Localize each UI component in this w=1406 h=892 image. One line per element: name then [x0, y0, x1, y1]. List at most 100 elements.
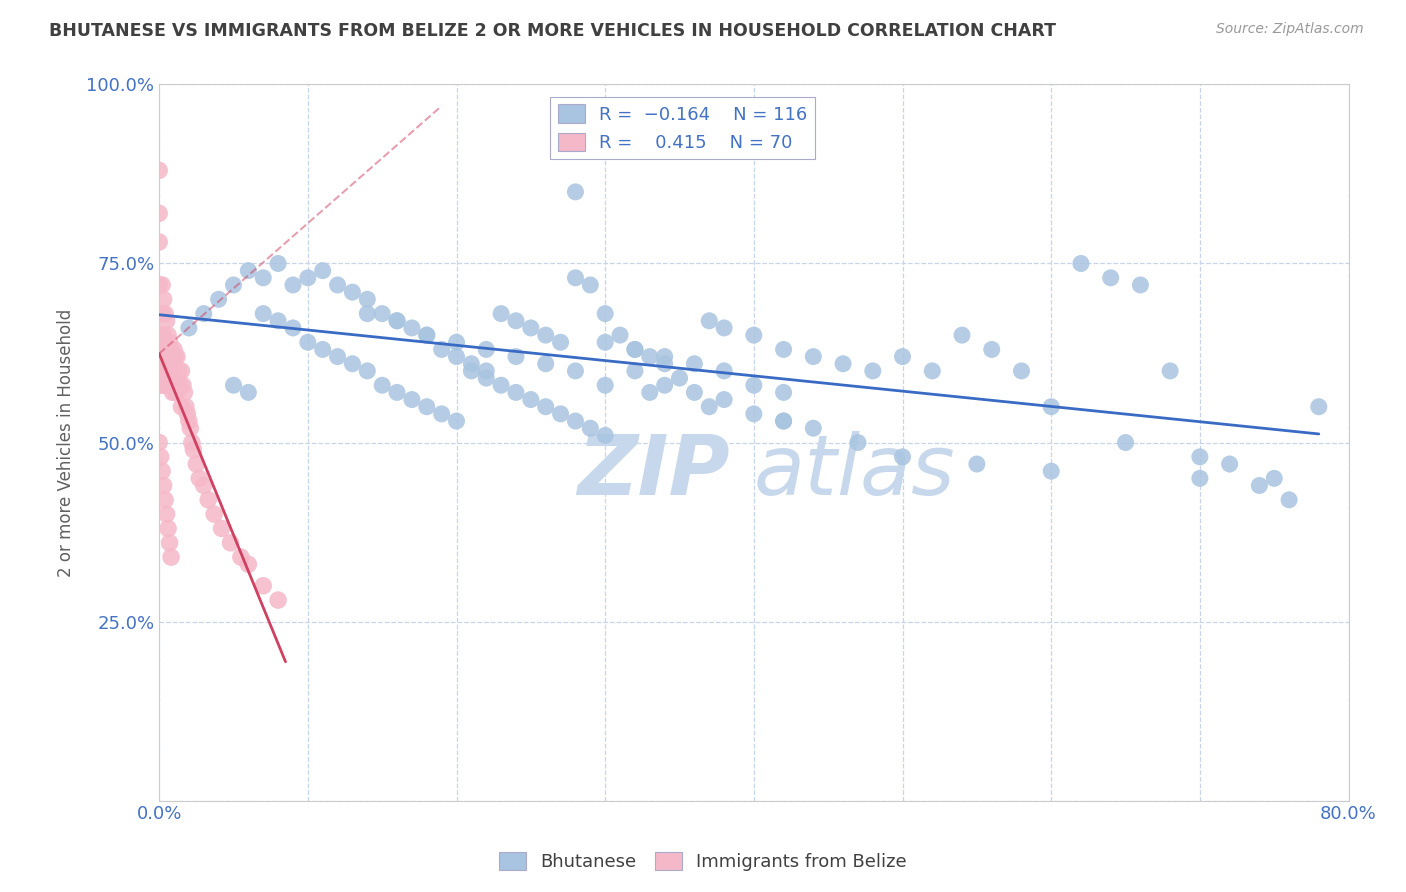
Point	[1263, 471, 1285, 485]
Point	[163, 378, 186, 392]
Point	[950, 328, 973, 343]
Point	[229, 550, 252, 565]
Point	[446, 335, 468, 350]
Point	[152, 364, 174, 378]
Point	[148, 364, 170, 378]
Point	[177, 414, 200, 428]
Point	[416, 328, 439, 343]
Point	[174, 400, 197, 414]
Point	[281, 277, 304, 292]
Point	[654, 378, 676, 392]
Point	[416, 328, 439, 343]
Point	[1011, 364, 1033, 378]
Point	[891, 450, 914, 464]
Point	[624, 364, 647, 378]
Point	[579, 277, 602, 292]
Point	[742, 328, 765, 343]
Point	[1249, 478, 1271, 492]
Point	[173, 385, 195, 400]
Point	[862, 364, 884, 378]
Point	[713, 392, 735, 407]
Point	[150, 378, 173, 392]
Point	[534, 328, 557, 343]
Point	[624, 343, 647, 357]
Point	[475, 371, 498, 385]
Point	[170, 364, 193, 378]
Point	[267, 593, 290, 607]
Y-axis label: 2 or more Vehicles in Household: 2 or more Vehicles in Household	[58, 309, 75, 576]
Point	[683, 357, 706, 371]
Point	[385, 314, 408, 328]
Point	[342, 285, 364, 300]
Point	[152, 293, 174, 307]
Point	[179, 421, 201, 435]
Point	[966, 457, 988, 471]
Point	[430, 343, 453, 357]
Point	[742, 407, 765, 421]
Point	[1188, 471, 1211, 485]
Point	[772, 385, 794, 400]
Point	[638, 350, 661, 364]
Point	[401, 392, 423, 407]
Point	[475, 343, 498, 357]
Point	[593, 428, 616, 442]
Point	[163, 343, 186, 357]
Point	[152, 478, 174, 492]
Point	[385, 385, 408, 400]
Point	[148, 350, 170, 364]
Point	[505, 350, 527, 364]
Point	[624, 343, 647, 357]
Point	[742, 378, 765, 392]
Point	[172, 378, 194, 392]
Point	[654, 357, 676, 371]
Point	[155, 507, 177, 521]
Point	[159, 335, 181, 350]
Point	[846, 435, 869, 450]
Point	[170, 400, 193, 414]
Point	[1159, 364, 1181, 378]
Legend: R =  −0.164    N = 116, R =    0.415    N = 70: R = −0.164 N = 116, R = 0.415 N = 70	[550, 97, 814, 159]
Point	[1099, 270, 1122, 285]
Point	[550, 407, 572, 421]
Point	[832, 357, 855, 371]
Point	[150, 350, 173, 364]
Point	[772, 343, 794, 357]
Text: BHUTANESE VS IMMIGRANTS FROM BELIZE 2 OR MORE VEHICLES IN HOUSEHOLD CORRELATION : BHUTANESE VS IMMIGRANTS FROM BELIZE 2 OR…	[49, 22, 1056, 40]
Point	[211, 521, 233, 535]
Point	[356, 364, 378, 378]
Point	[713, 364, 735, 378]
Point	[238, 385, 260, 400]
Point	[267, 256, 290, 270]
Point	[148, 307, 170, 321]
Point	[157, 521, 180, 535]
Point	[252, 579, 274, 593]
Point	[534, 400, 557, 414]
Point	[281, 321, 304, 335]
Point	[148, 378, 170, 392]
Point	[564, 364, 586, 378]
Point	[148, 206, 170, 220]
Point	[148, 435, 170, 450]
Point	[638, 385, 661, 400]
Point	[416, 400, 439, 414]
Point	[1129, 277, 1152, 292]
Point	[356, 307, 378, 321]
Point	[267, 314, 290, 328]
Point	[356, 293, 378, 307]
Point	[148, 277, 170, 292]
Point	[1308, 400, 1330, 414]
Point	[155, 343, 177, 357]
Point	[534, 357, 557, 371]
Text: atlas: atlas	[754, 431, 956, 512]
Point	[222, 378, 245, 392]
Point	[654, 350, 676, 364]
Point	[157, 364, 180, 378]
Point	[150, 277, 173, 292]
Point	[162, 385, 184, 400]
Point	[169, 378, 191, 392]
Point	[475, 364, 498, 378]
Point	[326, 277, 349, 292]
Point	[219, 536, 242, 550]
Point	[460, 364, 482, 378]
Point	[593, 307, 616, 321]
